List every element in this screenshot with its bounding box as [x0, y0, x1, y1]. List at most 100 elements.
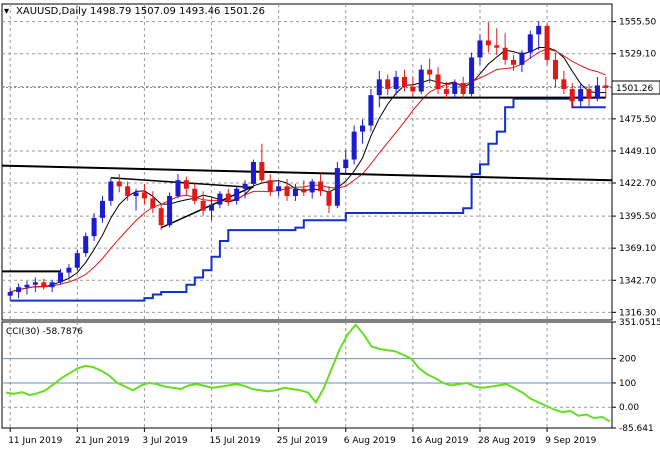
candle-body [594, 85, 600, 99]
price-tag-value: 1501.26 [616, 84, 653, 94]
time-axis: 11 Jun 2019 21 Jun 2019 3 Jul 2019 15 Jul 2… [8, 428, 597, 446]
candle-body [485, 40, 491, 46]
y-tick-label: 1449.10 [619, 147, 656, 157]
x-tick-label: 3 Jul 2019 [142, 436, 187, 446]
x-tick-label: 28 Aug 2019 [478, 436, 536, 446]
candle-body [393, 76, 399, 90]
y-tick-label: 1422.70 [619, 179, 656, 189]
candle-body [435, 74, 441, 90]
ohlc-readout: 1498.79 1507.09 1493.46 1501.26 [90, 6, 265, 17]
candle-body [561, 79, 567, 90]
candle-body [326, 191, 332, 206]
candle-body [318, 181, 324, 192]
candle-body [544, 25, 550, 60]
candle-body [175, 180, 181, 197]
candle-body [443, 89, 449, 94]
cci-tick-label: 351.0515 [619, 318, 660, 328]
candle-body [116, 181, 122, 187]
y-tick-label: 1316.30 [619, 308, 656, 318]
x-tick-label: 6 Aug 2019 [344, 436, 396, 446]
candle-body [502, 47, 508, 60]
long-trendline [1, 164, 613, 182]
cci-grid [1, 321, 613, 429]
candle-body [167, 196, 173, 226]
main-panel-frame [1, 3, 613, 321]
candle-body [511, 59, 517, 65]
y-tick-label: 1369.10 [619, 244, 656, 254]
cci-tick-label: 0.00 [619, 403, 639, 413]
cci-tick-label: 100 [619, 379, 636, 389]
candle-body [427, 69, 433, 75]
x-tick-label: 9 Sep 2019 [545, 436, 597, 446]
symbol-caret-icon[interactable]: ▾ [4, 6, 9, 17]
candle-body [259, 162, 265, 181]
candle-body [242, 183, 248, 189]
candle-body [376, 79, 382, 96]
candle-body [418, 69, 424, 92]
x-tick-label: 21 Jun 2019 [75, 436, 129, 446]
ma-fast-line [10, 47, 606, 293]
candle-body [58, 272, 64, 283]
candle-body [150, 198, 156, 209]
candles [7, 21, 609, 301]
candle-body [469, 57, 475, 94]
candle-body [351, 131, 357, 160]
cci-tick-label: -85.641 [619, 424, 654, 434]
candle-body [250, 162, 256, 184]
candle-body [209, 204, 215, 211]
candle-body [108, 181, 114, 201]
candle-body [494, 45, 500, 48]
candle-body [292, 188, 298, 197]
price-axis: 1555.501529.101502.001475.501449.101422.… [612, 18, 656, 318]
cci-tick-label: 200 [619, 355, 636, 365]
y-tick-label: 1342.70 [619, 276, 656, 286]
x-tick-label: 15 Jul 2019 [210, 436, 261, 446]
candle-body [267, 180, 273, 192]
candle-body [32, 282, 38, 285]
candle-body [83, 236, 89, 254]
x-tick-label: 11 Jun 2019 [8, 436, 62, 446]
cci-label: CCI(30) -58.7876 [6, 327, 83, 337]
candle-body [276, 186, 282, 192]
candle-body [183, 180, 189, 189]
candle-body [141, 192, 147, 199]
candle-body [7, 292, 13, 296]
triangle-upper-line [110, 177, 254, 189]
candle-body [41, 282, 47, 288]
candle-body [552, 59, 558, 80]
candle-body [66, 267, 72, 273]
y-tick-label: 1475.50 [619, 115, 656, 125]
ma-slow-line [10, 48, 606, 293]
candle-body [125, 186, 131, 197]
support-band-line [10, 97, 606, 302]
candle-body [217, 193, 223, 205]
candle-body [158, 208, 164, 226]
candle-body [360, 125, 366, 132]
main-grid [1, 3, 613, 321]
y-tick-label: 1395.50 [619, 212, 656, 222]
cci-axis: 351.0515 200 100 0.00 -85.641 [612, 318, 660, 434]
candle-body [334, 168, 340, 206]
candle-body [578, 89, 584, 102]
candle-body [133, 192, 139, 197]
x-tick-label: 16 Aug 2019 [411, 436, 469, 446]
candle-body [192, 188, 198, 201]
candle-body [91, 217, 97, 237]
candle-body [519, 52, 525, 65]
candle-body [368, 95, 374, 126]
candle-body [385, 79, 391, 90]
candle-body [527, 34, 533, 53]
candle-body [225, 193, 231, 201]
candle-body [16, 287, 22, 293]
symbol-label: XAUUSD,Daily [16, 6, 87, 17]
candle-body [49, 282, 55, 288]
candle-body [99, 200, 105, 218]
candle-body [536, 25, 542, 35]
candle-body [74, 253, 80, 268]
cci-indicator [5, 323, 611, 423]
candle-body [284, 186, 290, 197]
cci-line [5, 323, 611, 423]
candle-body [452, 83, 458, 94]
candle-body [24, 284, 30, 288]
